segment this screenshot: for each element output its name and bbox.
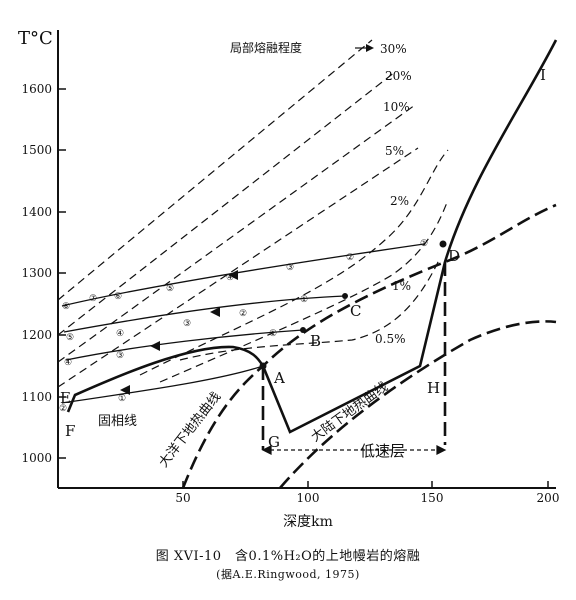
melt-percent-2: 2% [390, 194, 409, 208]
point-E: E [60, 389, 71, 407]
geotherms [181, 203, 557, 489]
circle-label-3: ③ [286, 263, 294, 273]
circle-label-2b: ② [239, 309, 247, 319]
point-D: D [448, 247, 460, 265]
point-H: H [427, 379, 440, 397]
circle-label-3c: ③ [116, 351, 124, 361]
circle-label-7: ⑦ [89, 294, 97, 304]
y-tick-1200: 1200 [21, 328, 52, 342]
point-markers [259, 240, 447, 370]
circled-labels: ⑧ ⑦ ⑥ ⑤ ④ ③ ② ① ⑤ ④ ③ ② ① ④ ③ ① ② ① [59, 239, 428, 414]
point-B: B [310, 332, 321, 350]
continental-geotherm-label: 大陆下地热曲线 [308, 379, 391, 445]
point-C: C [350, 302, 361, 320]
melt-contours [57, 39, 449, 388]
circle-label-1: ① [420, 239, 428, 249]
solidus-label: 固相线 [98, 414, 137, 429]
melt-percent-5: 5% [385, 144, 404, 158]
circle-label-4: ④ [226, 273, 234, 283]
y-axis-label: T°C [18, 28, 53, 49]
melt-percent-10: 10% [383, 100, 410, 114]
low-velocity-arrow [261, 445, 447, 455]
y-tick-1500: 1500 [21, 143, 52, 157]
circle-label-2: ② [346, 253, 354, 263]
figure-source: (据A.E.Ringwood, 1975) [216, 568, 360, 581]
circle-label-1c: ① [269, 329, 277, 339]
melt-percent-1: 1% [392, 279, 411, 293]
y-tick-1000: 1000 [21, 451, 52, 465]
melt-degree-label: 局部熔融程度 [230, 40, 302, 55]
x-tick-200: 200 [537, 491, 560, 505]
point-A: A [273, 369, 285, 387]
y-tick-1100: 1100 [21, 390, 52, 404]
y-ticks [58, 88, 66, 459]
point-I: I [540, 66, 546, 84]
melt-percent-20: 20% [385, 69, 412, 83]
figure-caption: 图 XVI-10 含0.1%H₂O的上地幔岩的熔融 [155, 549, 421, 564]
melt-paths [61, 243, 425, 404]
circle-label-6: ⑥ [114, 292, 122, 302]
y-tick-1600: 1600 [21, 82, 52, 96]
circle-label-4b: ④ [116, 329, 124, 339]
point-F: F [65, 422, 75, 440]
x-ticks [182, 481, 549, 488]
x-tick-100: 100 [297, 491, 320, 505]
y-tick-1400: 1400 [21, 205, 52, 219]
x-tick-50: 50 [175, 491, 190, 505]
circle-label-8: ⑧ [62, 302, 70, 312]
oceanic-geotherm-label: 大洋下地热曲线 [156, 390, 224, 471]
x-tick-150: 150 [421, 491, 444, 505]
solidus-line [66, 39, 558, 434]
circle-label-1b: ① [300, 295, 308, 305]
x-axis-label: 深度km [283, 514, 333, 530]
melt-percent-30: 30% [380, 42, 407, 56]
circle-label-2d: ② [59, 404, 67, 414]
circle-label-1d: ① [118, 394, 126, 404]
path-arrows [120, 270, 238, 395]
y-tick-1300: 1300 [21, 266, 52, 280]
circle-label-3b: ③ [183, 319, 191, 329]
melt-percent-0-5: 0.5% [375, 332, 406, 346]
point-G: G [268, 433, 280, 451]
circle-label-4c: ④ [64, 358, 72, 368]
melt-degree-arrow-head [366, 44, 374, 52]
circle-label-5: ⑤ [166, 284, 174, 294]
low-velocity-label: 低速层 [360, 442, 405, 460]
circle-label-5b: ⑤ [66, 333, 74, 343]
